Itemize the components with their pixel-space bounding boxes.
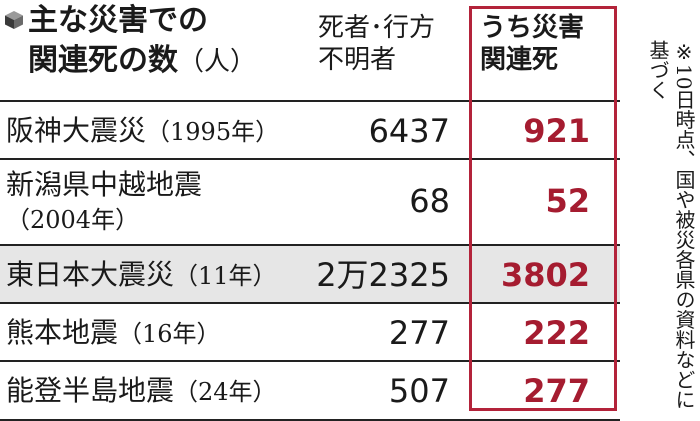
- disaster-year: （1995年）: [146, 118, 280, 146]
- cube-icon: [5, 11, 23, 29]
- table-title: 主な災害での 関連死の数（人）: [0, 0, 300, 100]
- title-line-2: 関連死の数（人）: [28, 44, 256, 79]
- related-deaths-value: 277: [523, 372, 590, 410]
- column-header-related-line2: 関連死: [480, 45, 559, 75]
- column-header-related: うち災害 関連死: [480, 12, 620, 76]
- disaster-name-text: 能登半島地震: [6, 374, 175, 407]
- column-header-deaths-line2: 不明者: [318, 45, 397, 75]
- disaster-name: 熊本地震（16年）: [6, 316, 221, 351]
- disaster-name-text: 新潟県中越地震: [6, 168, 203, 201]
- deaths-value: 68: [409, 182, 450, 220]
- deaths-value: 2万2325: [316, 256, 450, 294]
- table-row: 東日本大震災（11年） 2万2325 3802: [0, 244, 620, 304]
- disaster-name: 阪神大震災（1995年）: [6, 114, 279, 149]
- column-header-deaths: 死者･行方 不明者: [318, 12, 468, 76]
- title-line-2-text: 関連死の数: [28, 43, 178, 78]
- column-header-deaths-line1: 死者･行方: [318, 13, 436, 43]
- disaster-name-text: 熊本地震: [6, 316, 119, 349]
- disaster-name: 能登半島地震（24年）: [6, 374, 277, 409]
- disaster-year: （16年）: [118, 320, 221, 348]
- disaster-year: （24年）: [174, 378, 277, 406]
- table-row: 熊本地震（16年） 277 222: [0, 302, 620, 362]
- disaster-year: （2004年）: [6, 206, 140, 234]
- disaster-name: 新潟県中越地震 （2004年）: [6, 168, 202, 237]
- deaths-value: 6437: [368, 112, 450, 150]
- related-deaths-value: 3802: [500, 256, 590, 294]
- related-deaths-value: 222: [523, 314, 590, 352]
- disaster-year: （11年）: [174, 262, 277, 290]
- deaths-value: 507: [388, 372, 450, 410]
- column-header-related-line1: うち災害: [480, 13, 585, 43]
- table-row: 阪神大震災（1995年） 6437 921: [0, 100, 620, 160]
- footnote: ※10日時点、国や被災各県の資料などに基づく: [646, 40, 696, 410]
- disaster-name-text: 東日本大震災: [6, 258, 175, 291]
- related-deaths-value: 52: [545, 182, 590, 220]
- table-row: 能登半島地震（24年） 507 277: [0, 360, 620, 421]
- title-unit: （人）: [178, 47, 257, 77]
- table-row: 新潟県中越地震 （2004年） 68 52: [0, 158, 620, 246]
- disaster-name-text: 阪神大震災: [6, 114, 147, 147]
- related-deaths-value: 921: [523, 112, 590, 150]
- title-line-1: 主な災害での: [28, 3, 208, 38]
- deaths-value: 277: [388, 314, 450, 352]
- disaster-name: 東日本大震災（11年）: [6, 258, 277, 293]
